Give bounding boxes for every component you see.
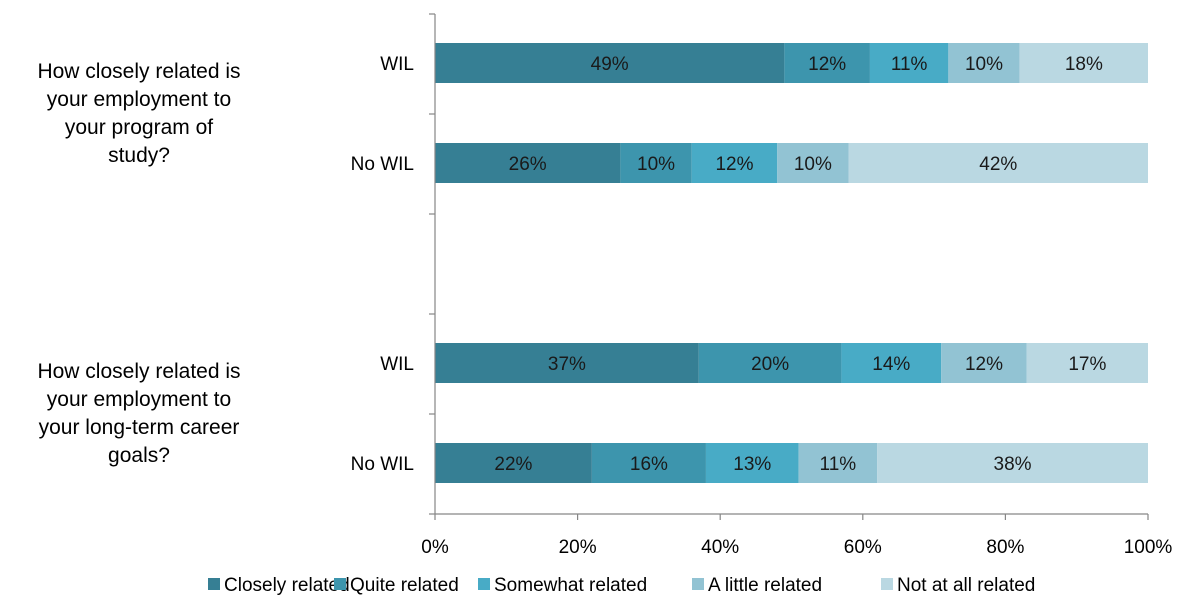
x-tick-label: 40% (701, 537, 739, 558)
x-tick-label: 60% (844, 537, 882, 558)
bar-segment (777, 143, 849, 183)
legend-label: Not at all related (897, 575, 1035, 596)
bar-segment (705, 443, 799, 483)
group-label: your employment to (47, 88, 231, 111)
legend-label: Closely related (224, 575, 350, 596)
bar-segment (948, 43, 1020, 83)
bar-segment (841, 343, 942, 383)
data-label: 16% (630, 454, 668, 475)
x-tick-label: 100% (1124, 537, 1173, 558)
bar-segment (435, 343, 699, 383)
data-label: 11% (891, 54, 928, 75)
group-label: your employment to (47, 388, 231, 411)
data-label: 17% (1068, 354, 1106, 375)
data-label: 12% (965, 354, 1003, 375)
data-label: 38% (994, 454, 1032, 475)
bar-segment (1019, 43, 1148, 83)
group-label: study? (108, 144, 170, 167)
data-label: 22% (494, 454, 532, 475)
legend-label: Quite related (350, 575, 459, 596)
x-tick-label: 0% (421, 537, 449, 558)
data-label: 49% (591, 54, 629, 75)
bar-segment (784, 43, 870, 83)
legend-swatch (208, 578, 220, 590)
bar-segment (798, 443, 878, 483)
data-label: 10% (965, 54, 1003, 75)
group-label: goals? (108, 444, 170, 467)
bar-segment (435, 443, 592, 483)
bar-segment (691, 143, 778, 183)
legend-label: A little related (708, 575, 822, 596)
data-label: 26% (509, 154, 547, 175)
legend-swatch (334, 578, 346, 590)
x-tick-label: 20% (559, 537, 597, 558)
data-label: 11% (820, 454, 857, 475)
group-label: How closely related is (37, 360, 240, 383)
bar-segment (869, 43, 949, 83)
bar-segment (435, 43, 785, 83)
group-label: How closely related is (37, 60, 240, 83)
legend-label: Somewhat related (494, 575, 647, 596)
bar-segment (1026, 343, 1148, 383)
x-tick-label: 80% (986, 537, 1024, 558)
group-label: your long-term career (39, 416, 240, 439)
data-label: 42% (979, 154, 1017, 175)
bar-segment (941, 343, 1027, 383)
bar-segment (877, 443, 1148, 483)
legend-swatch (478, 578, 490, 590)
data-label: 37% (548, 354, 586, 375)
row-label: WIL (380, 354, 414, 375)
bar-segment (435, 143, 621, 183)
data-label: 20% (751, 354, 789, 375)
data-label: 18% (1065, 54, 1103, 75)
row-label: No WIL (351, 154, 414, 175)
data-label: 12% (808, 54, 846, 75)
data-label: 14% (872, 354, 910, 375)
bar-segment (848, 143, 1148, 183)
data-label: 10% (794, 154, 832, 175)
row-label: WIL (380, 54, 414, 75)
legend-swatch (692, 578, 704, 590)
data-label: 12% (715, 154, 753, 175)
legend-swatch (881, 578, 893, 590)
bar-segment (620, 143, 692, 183)
group-label: your program of (65, 116, 213, 139)
bar-segment (698, 343, 842, 383)
row-label: No WIL (351, 454, 414, 475)
data-label: 13% (733, 454, 771, 475)
data-label: 10% (637, 154, 675, 175)
bar-segment (591, 443, 706, 483)
